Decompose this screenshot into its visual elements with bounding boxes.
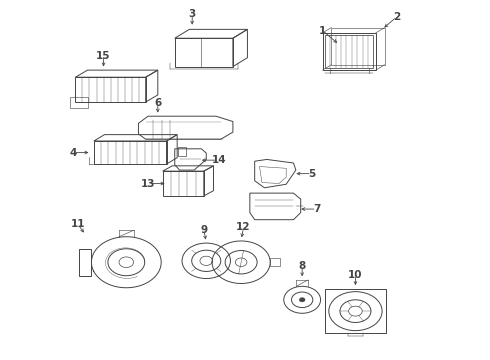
- Circle shape: [299, 298, 305, 302]
- Text: 11: 11: [71, 219, 85, 229]
- Text: 15: 15: [97, 51, 111, 61]
- Text: 3: 3: [189, 9, 196, 19]
- Text: 2: 2: [393, 12, 400, 22]
- Text: 6: 6: [154, 98, 161, 108]
- Text: 13: 13: [141, 179, 155, 189]
- Text: 7: 7: [313, 204, 320, 214]
- Text: 4: 4: [70, 148, 77, 158]
- Text: 9: 9: [200, 225, 207, 235]
- Text: 10: 10: [348, 270, 363, 280]
- Text: 14: 14: [212, 155, 227, 165]
- Text: 8: 8: [298, 261, 306, 271]
- Text: 12: 12: [236, 222, 251, 233]
- Text: 5: 5: [308, 168, 316, 179]
- Text: 1: 1: [319, 26, 326, 36]
